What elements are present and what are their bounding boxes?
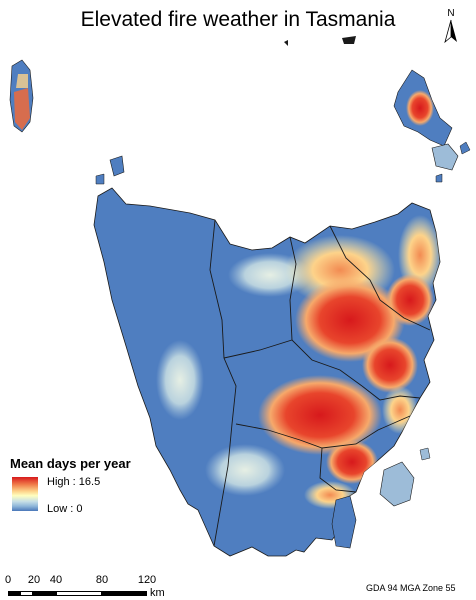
small-island [435, 173, 443, 183]
small-island [342, 36, 356, 44]
scale-tick-label: 80 [95, 574, 109, 586]
legend-color-ramp [12, 477, 38, 511]
legend-low-label: Low : 0 [47, 503, 83, 515]
scale-tick-label: 20 [27, 574, 41, 586]
projection-label: GDA 94 MGA Zone 55 [366, 583, 456, 593]
king-island-heat [14, 88, 30, 130]
scale-segment [33, 591, 56, 596]
scale-segment [56, 591, 102, 596]
scale-tick-label: 120 [137, 574, 157, 586]
legend: Mean days per year High : 16.5 Low : 0 [10, 456, 160, 516]
small-island [419, 447, 431, 461]
tasman-peninsula [379, 461, 415, 507]
legend-high-label: High : 16.5 [47, 476, 101, 488]
small-island [284, 40, 288, 46]
scale-segment [20, 591, 33, 596]
north-arrow-icon [444, 19, 457, 44]
scale-bar: 0 20 40 80 120 km [4, 574, 168, 600]
north-arrow: N [438, 8, 464, 48]
scale-segment [8, 591, 20, 596]
scale-tick-label: 40 [49, 574, 63, 586]
cape-barren-island [431, 143, 459, 171]
hunter-island [109, 155, 125, 177]
legend-title: Mean days per year [10, 456, 131, 471]
north-letter: N [447, 8, 455, 19]
map-title: Elevated fire weather in Tasmania [80, 8, 396, 31]
fire-weather-surface [156, 215, 440, 509]
bruny-island [331, 495, 357, 549]
region-boundaries [209, 219, 431, 547]
scale-segment [102, 591, 147, 596]
scale-tick-label: 0 [4, 574, 12, 586]
small-island [459, 141, 471, 155]
small-island [95, 173, 105, 185]
scale-unit: km [150, 587, 165, 599]
